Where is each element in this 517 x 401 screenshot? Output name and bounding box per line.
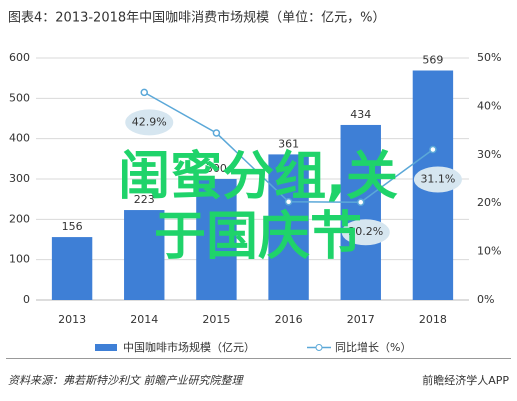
- bar-value-label: 156: [62, 220, 83, 233]
- line-marker: [284, 197, 293, 206]
- x-tick-label: 2017: [347, 313, 375, 326]
- line-marker: [429, 145, 437, 154]
- legend-label: 中国咖啡市场规模（亿元）: [123, 340, 255, 354]
- line-marker: [212, 129, 221, 137]
- x-tick-label: 2013: [58, 313, 86, 326]
- bar-value-label: 300: [206, 162, 227, 175]
- y-tick-label: 600: [9, 51, 30, 64]
- bar-value-label: 569: [422, 54, 443, 67]
- label-bubble: [125, 109, 174, 136]
- bar-value-label: 434: [350, 108, 371, 121]
- bar: [340, 124, 381, 300]
- bar-value-label: 361: [278, 137, 299, 150]
- y2-tick-label: 20%: [477, 196, 501, 209]
- source: 资料来源：弗若斯特沙利文 前瞻产业研究院整理: [8, 374, 244, 387]
- y-tick-label: 500: [9, 91, 30, 104]
- bar: [124, 210, 165, 300]
- x-tick-label: 2016: [275, 313, 303, 326]
- divider: [6, 358, 511, 359]
- legend-swatch: [315, 344, 323, 351]
- line-marker: [140, 88, 148, 97]
- label-bubble: [413, 166, 462, 193]
- legend-swatch: [95, 344, 117, 351]
- y-tick-label: 100: [9, 253, 30, 266]
- bar: [51, 237, 93, 300]
- y2-tick-label: 50%: [477, 51, 501, 64]
- y2-tick-label: 0%: [477, 293, 494, 306]
- y2-tick-label: 40%: [477, 99, 501, 112]
- y2-tick-label: 30%: [477, 148, 501, 161]
- chart-title: 图表4：2013-2018年中国咖啡消费市场规模（单位：亿元，%）: [8, 10, 385, 26]
- overlay-text: 闺蜜分组,关于国庆节: [118, 147, 398, 267]
- y2-tick-label: 10%: [477, 245, 501, 258]
- x-tick-label: 2014: [130, 313, 158, 326]
- x-tick-label: 2018: [419, 313, 447, 326]
- y-tick-label: 300: [9, 172, 30, 185]
- y-tick-label: 400: [9, 132, 30, 145]
- y-tick-label: 200: [9, 212, 30, 225]
- line-value-label: 31.1%: [420, 172, 455, 185]
- bar-value-label: 223: [134, 193, 155, 206]
- legend-label: 同比增长（%）: [335, 340, 411, 354]
- x-tick-label: 2015: [202, 313, 230, 326]
- y-tick-label: 0: [23, 293, 30, 306]
- line-value-label: 20.2%: [348, 225, 383, 238]
- line-marker: [357, 198, 365, 206]
- bar: [196, 179, 237, 300]
- watermark: 前瞻经济学人APP: [422, 373, 509, 387]
- label-bubble: [341, 219, 390, 246]
- bar: [268, 154, 309, 300]
- line-value-label: 42.9%: [132, 115, 167, 128]
